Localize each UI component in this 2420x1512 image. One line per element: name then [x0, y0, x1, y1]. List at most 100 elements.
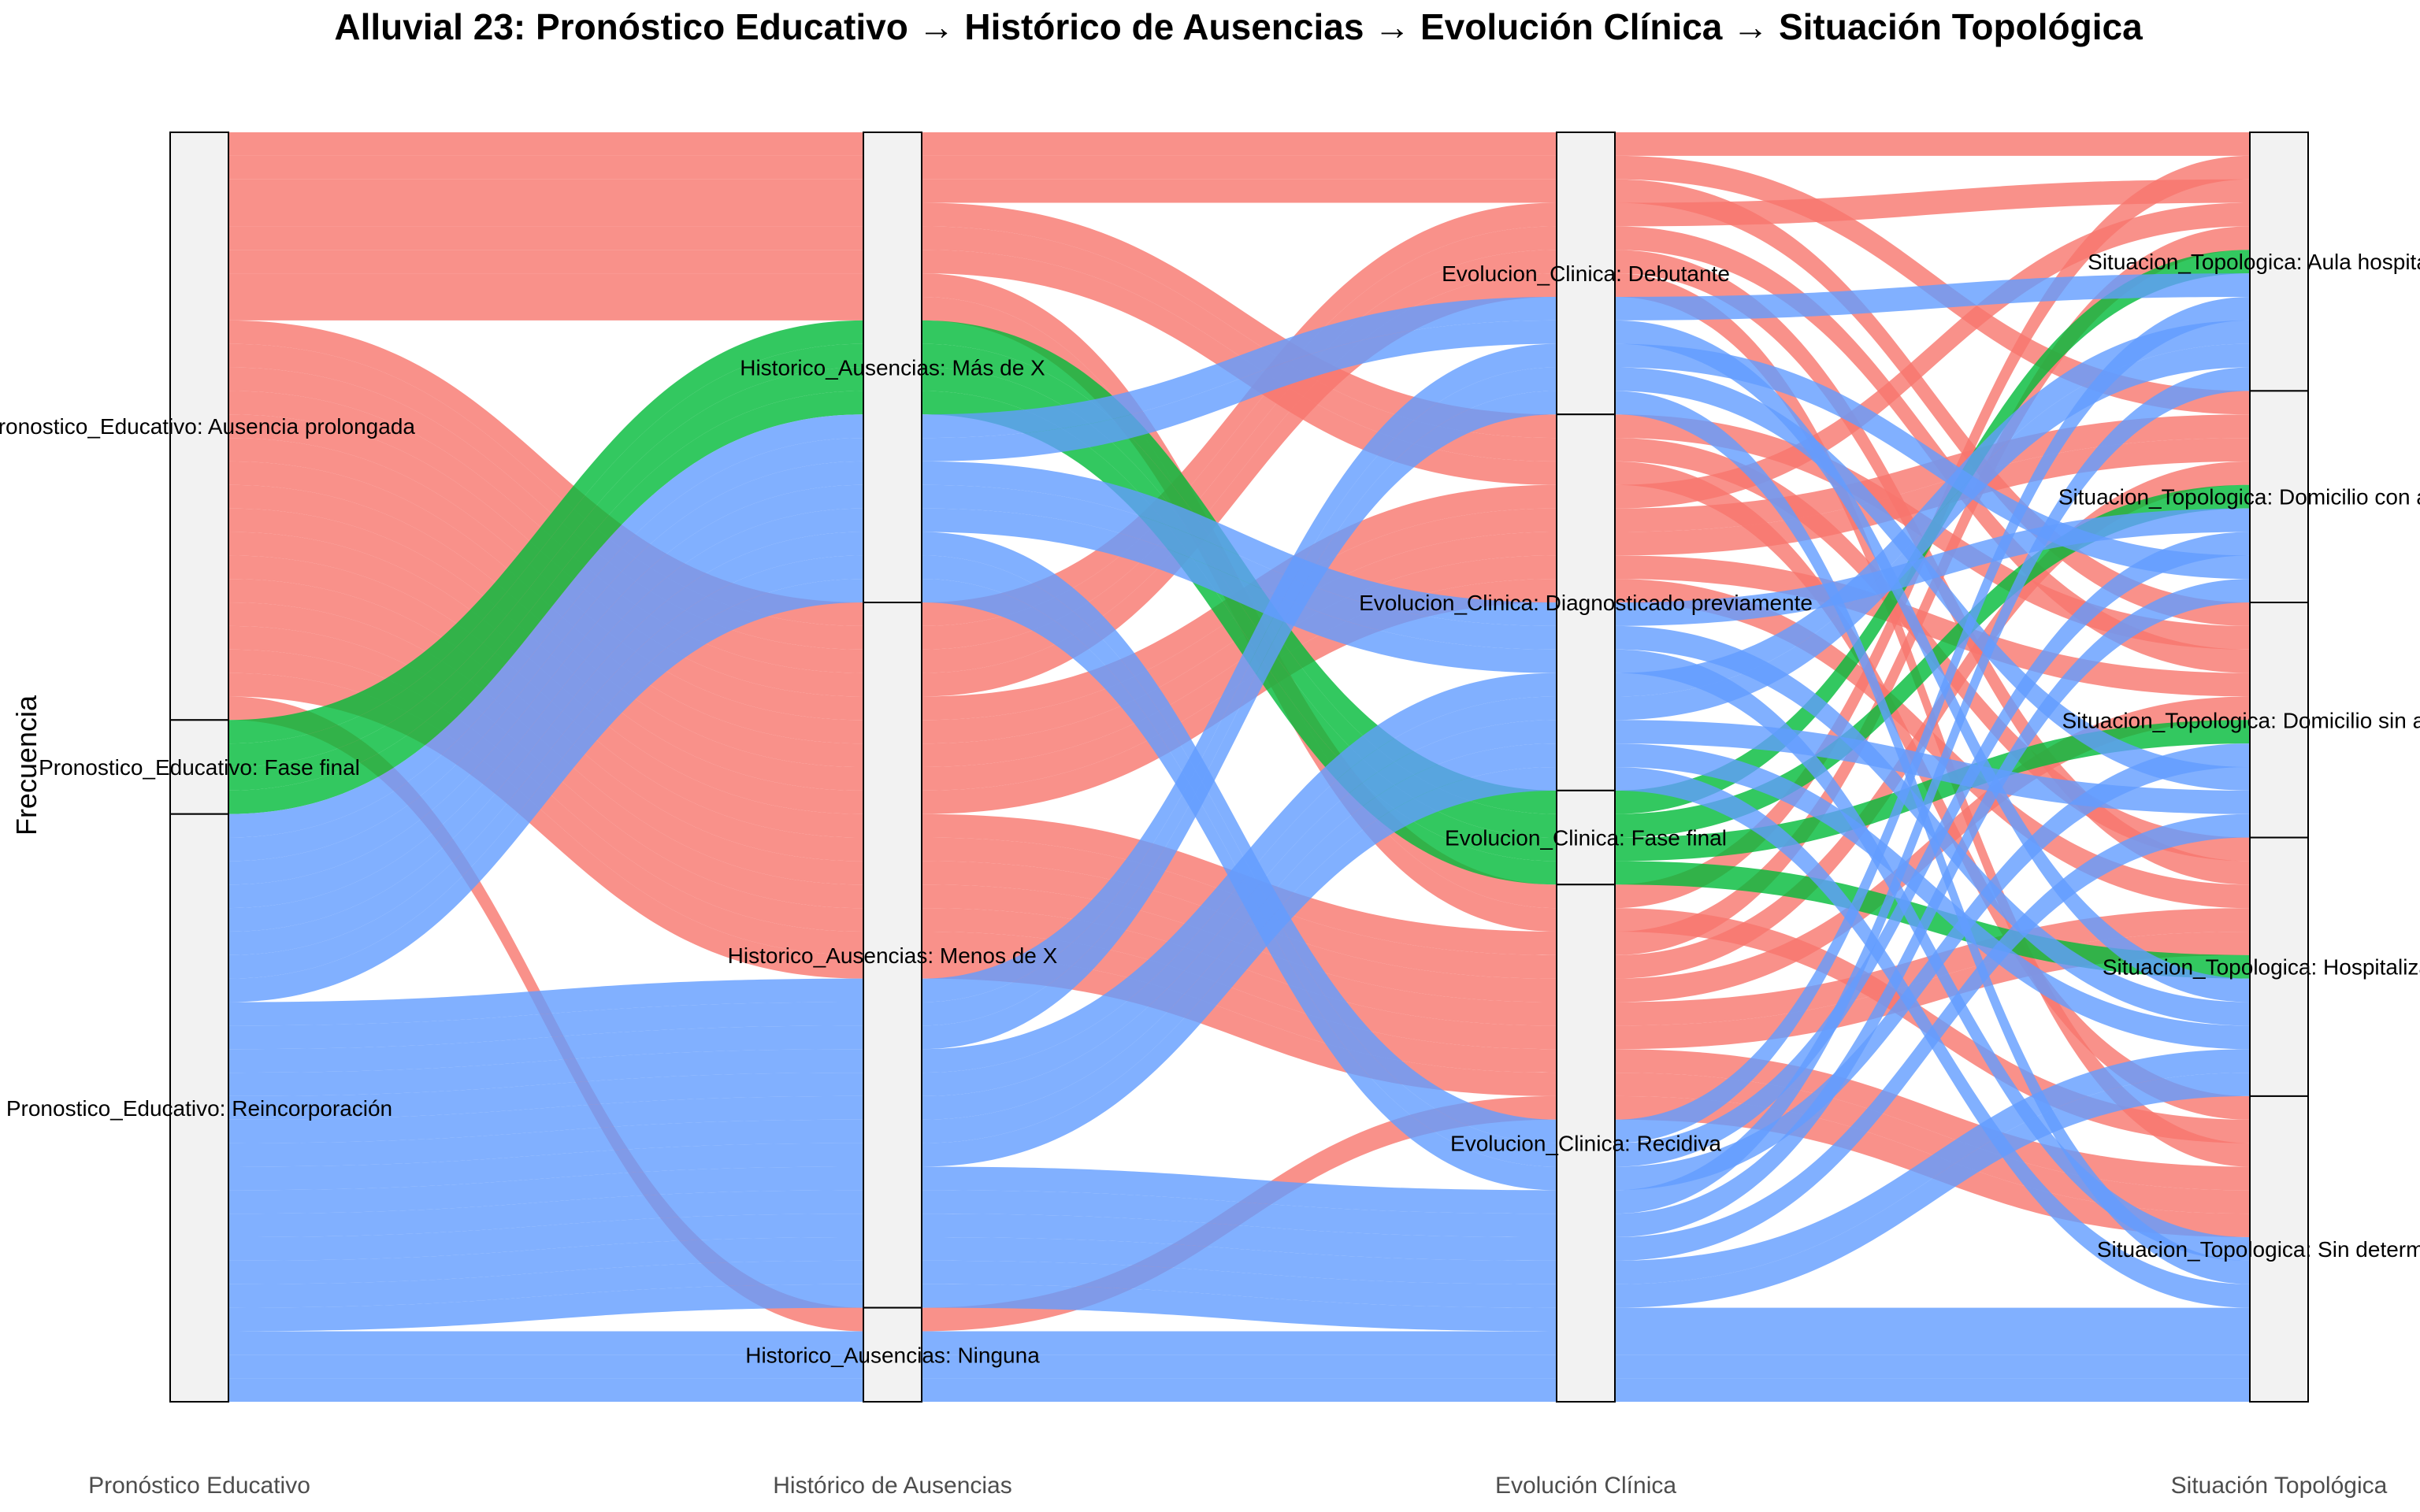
alluvium-segment [922, 202, 1557, 626]
alluvium-segment [228, 978, 863, 1026]
stratum-layer [169, 132, 2309, 1403]
alluvium-segment [228, 343, 863, 767]
alluvium-segment [922, 1260, 1557, 1308]
alluvium-segment [228, 579, 863, 1002]
stratum-box [2249, 602, 2309, 839]
alluvium-segment [228, 1354, 863, 1379]
stratum-label: Evolucion_Clinica: Diagnosticado previam… [1359, 591, 1813, 615]
alluvium-segment [922, 132, 1557, 156]
alluvium-segment [228, 226, 863, 250]
stratum-label-layer: Pronostico_Educativo: Ausencia prolongad… [0, 250, 2420, 1367]
alluvium-segment [228, 414, 863, 838]
alluvium-segment [922, 1331, 1557, 1355]
alluvium-segment [228, 532, 863, 955]
flow-layer [228, 132, 2250, 1402]
alluvium-segment [1615, 132, 2250, 156]
x-tick-label: Evolución Clínica [1495, 1473, 1676, 1499]
alluvium-segment [228, 1119, 863, 1167]
stratum-label: Evolucion_Clinica: Fase final [1445, 826, 1727, 850]
alluvium-segment [1615, 813, 2250, 1261]
alluvium-segment [228, 1378, 863, 1402]
alluvium-segment [922, 673, 1557, 1073]
alluvium-segment [1615, 1049, 2250, 1284]
alluvium-segment [1615, 391, 2250, 1284]
alluvium-segment [228, 155, 863, 180]
chart-title: Alluvial 23: Pronóstico Educativo → Hist… [334, 6, 2143, 47]
stratum-box [1556, 789, 1616, 886]
alluvium-segment [922, 1237, 1557, 1284]
alluvium-segment [228, 673, 863, 979]
alluvium-segment [228, 1002, 863, 1050]
alluvium-segment [922, 250, 1557, 673]
alluvium-segment [1615, 296, 2250, 1143]
stratum-label: Pronostico_Educativo: Fase final [39, 755, 360, 780]
alluvium-segment [228, 320, 863, 626]
alluvium-segment [922, 1166, 1557, 1214]
stratum-label: Situacion_Topologica: Hospitalizado [2103, 955, 2420, 980]
stratum-box [169, 719, 229, 815]
alluvium-segment [922, 367, 1557, 862]
alluvium-segment [228, 1331, 863, 1355]
stratum-box [2249, 132, 2309, 392]
alluvium-segment [1615, 320, 2250, 1002]
alluvium-segment [922, 1378, 1557, 1402]
alluvium-segment [922, 343, 1557, 1002]
stratum-box [169, 132, 229, 721]
alluvium-segment [922, 555, 1557, 1167]
alluvium-segment [228, 1095, 863, 1143]
alluvium-segment [228, 1166, 863, 1214]
stratum-label: Situacion_Topologica: Aula hospitalaria [2088, 250, 2420, 274]
alluvium-segment [1615, 367, 2250, 791]
alluvium-segment [1615, 720, 2250, 814]
alluvium-segment [922, 720, 1557, 1120]
alluvium-segment [1615, 579, 2250, 909]
alluvium-segment [922, 155, 1557, 180]
alluvium-segment [228, 484, 863, 909]
stratum-label: Evolucion_Clinica: Recidiva [1450, 1132, 1721, 1156]
stratum-label: Evolucion_Clinica: Debutante [1442, 261, 1730, 286]
stratum-box [169, 813, 229, 1403]
alluvium-segment [922, 743, 1557, 1143]
alluvium-segment [228, 1049, 863, 1096]
alluvium-segment [228, 508, 863, 932]
stratum-label: Historico_Ausencias: Ninguna [745, 1343, 1040, 1367]
alluvium-segment [228, 1073, 863, 1120]
alluvium-segment [228, 1237, 863, 1284]
alluvium-segment [1615, 320, 2250, 697]
stratum-label: Situacion_Topologica: Sin determinar [2097, 1237, 2420, 1262]
alluvium-segment [1615, 343, 2250, 580]
alluvium-segment [228, 132, 863, 156]
stratum-box [1556, 884, 1616, 1403]
x-axis-ticks: Pronóstico Educativo Histórico de Ausenci… [88, 1473, 2388, 1499]
alluvium-segment [922, 226, 1557, 650]
alluvium-segment [1615, 1073, 2250, 1308]
alluvium-segment [922, 202, 1557, 439]
stratum-box [1556, 132, 1616, 416]
alluvium-segment [922, 1190, 1557, 1238]
x-tick-label: Histórico de Ausencias [773, 1473, 1012, 1499]
stratum-box [863, 1306, 922, 1403]
alluvium-segment [922, 767, 1557, 1167]
alluvium-segment [922, 391, 1557, 1050]
stratum-label: Situacion_Topologica: Domicilio sin aten… [2062, 708, 2420, 732]
alluvium-segment [1615, 1378, 2250, 1402]
alluvium-segment [228, 1260, 863, 1308]
alluvium-segment [922, 273, 1557, 697]
alluvium-segment [228, 1025, 863, 1073]
alluvium-segment [1615, 367, 2250, 1214]
alluvium-segment [922, 532, 1557, 1143]
alluvium-segment [922, 696, 1557, 1096]
alluvium-segment [922, 391, 1557, 885]
stratum-label: Historico_Ausencias: Más de X [740, 356, 1045, 380]
alluvium-segment [922, 1354, 1557, 1379]
alluvium-segment [922, 320, 1557, 461]
stratum-box [1556, 413, 1616, 791]
stratum-box [2249, 836, 2309, 1097]
alluvium-segment [228, 1190, 863, 1238]
alluvium-segment [228, 1214, 863, 1261]
alluvium-segment [1615, 1354, 2250, 1379]
alluvium-segment [1615, 579, 2250, 1238]
alluvium-segment [228, 179, 863, 203]
alluvium-segment [922, 226, 1557, 461]
alluvium-segment [1615, 202, 2250, 509]
